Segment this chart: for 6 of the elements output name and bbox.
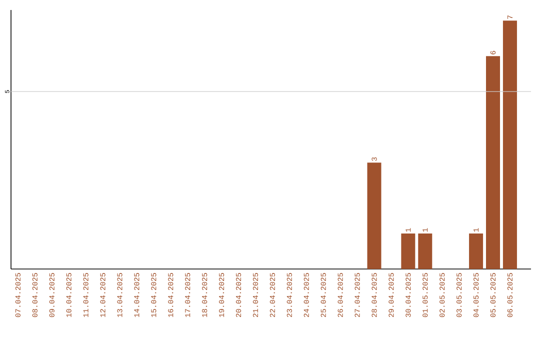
bar [367, 162, 382, 269]
bar [469, 234, 484, 269]
bar [401, 234, 416, 269]
bar [502, 20, 517, 269]
bar [486, 56, 500, 269]
bar [418, 234, 432, 269]
